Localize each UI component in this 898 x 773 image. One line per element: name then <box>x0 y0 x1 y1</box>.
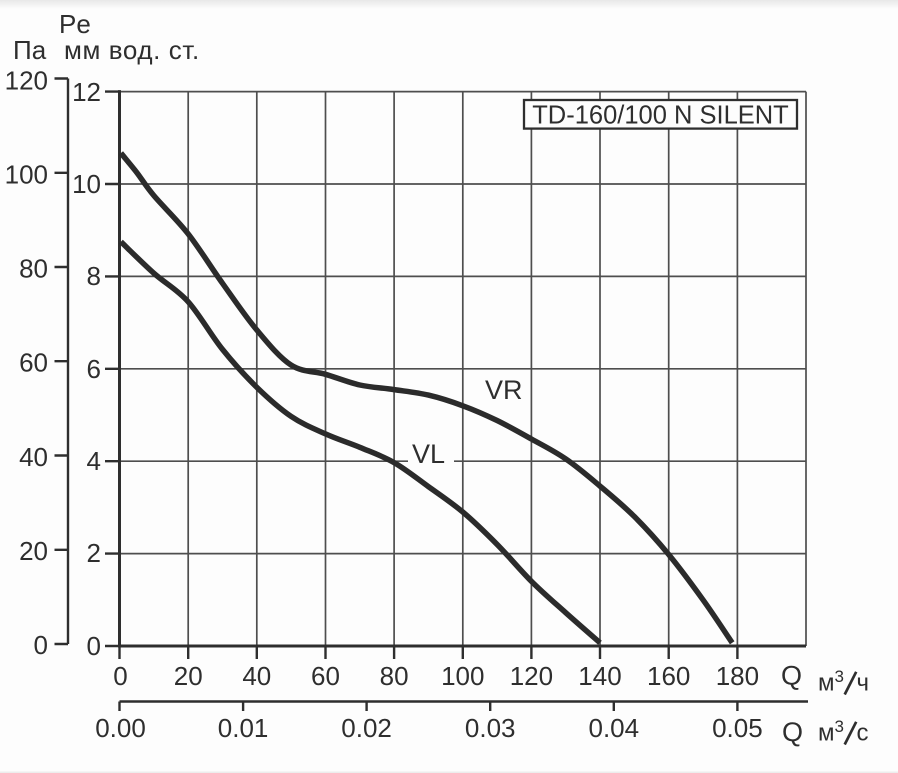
svg-text:0: 0 <box>113 661 127 691</box>
svg-text:8: 8 <box>87 261 101 291</box>
svg-text:Pe: Pe <box>59 9 91 39</box>
svg-text:0: 0 <box>34 630 48 660</box>
svg-text:120: 120 <box>5 66 48 96</box>
svg-text:с: с <box>857 720 869 747</box>
svg-text:ч: ч <box>857 670 870 697</box>
svg-text:VR: VR <box>485 375 523 405</box>
svg-text:140: 140 <box>578 661 621 691</box>
svg-text:3: 3 <box>835 667 844 686</box>
svg-text:160: 160 <box>647 661 690 691</box>
svg-text:0.01: 0.01 <box>218 713 269 743</box>
svg-text:0.02: 0.02 <box>341 713 392 743</box>
svg-text:10: 10 <box>72 169 101 199</box>
svg-text:3: 3 <box>835 717 844 736</box>
svg-text:мм вод. ст.: мм вод. ст. <box>64 35 200 65</box>
svg-text:TD-160/100 N SILENT: TD-160/100 N SILENT <box>532 102 789 130</box>
svg-text:0.03: 0.03 <box>465 713 516 743</box>
svg-text:VL: VL <box>412 439 445 469</box>
svg-text:80: 80 <box>380 661 409 691</box>
svg-text:20: 20 <box>19 536 48 566</box>
svg-text:2: 2 <box>87 538 101 568</box>
svg-text:Q: Q <box>781 661 802 691</box>
svg-text:20: 20 <box>174 661 203 691</box>
svg-text:60: 60 <box>19 348 48 378</box>
svg-text:40: 40 <box>242 661 271 691</box>
svg-text:60: 60 <box>311 661 340 691</box>
svg-text:0: 0 <box>87 631 101 661</box>
svg-text:6: 6 <box>87 354 101 384</box>
svg-text:0.00: 0.00 <box>95 713 146 743</box>
svg-text:80: 80 <box>19 254 48 284</box>
svg-text:12: 12 <box>72 77 101 107</box>
svg-text:Па: Па <box>13 35 47 65</box>
svg-text:100: 100 <box>441 661 484 691</box>
svg-text:м: м <box>818 720 835 747</box>
svg-text:м: м <box>818 670 835 697</box>
svg-text:0.05: 0.05 <box>712 713 763 743</box>
svg-text:40: 40 <box>19 442 48 472</box>
svg-text:Q: Q <box>782 717 803 747</box>
svg-text:120: 120 <box>510 661 553 691</box>
svg-text:100: 100 <box>5 160 48 190</box>
svg-text:0.04: 0.04 <box>588 713 639 743</box>
svg-text:4: 4 <box>87 446 101 476</box>
svg-text:180: 180 <box>716 661 759 691</box>
